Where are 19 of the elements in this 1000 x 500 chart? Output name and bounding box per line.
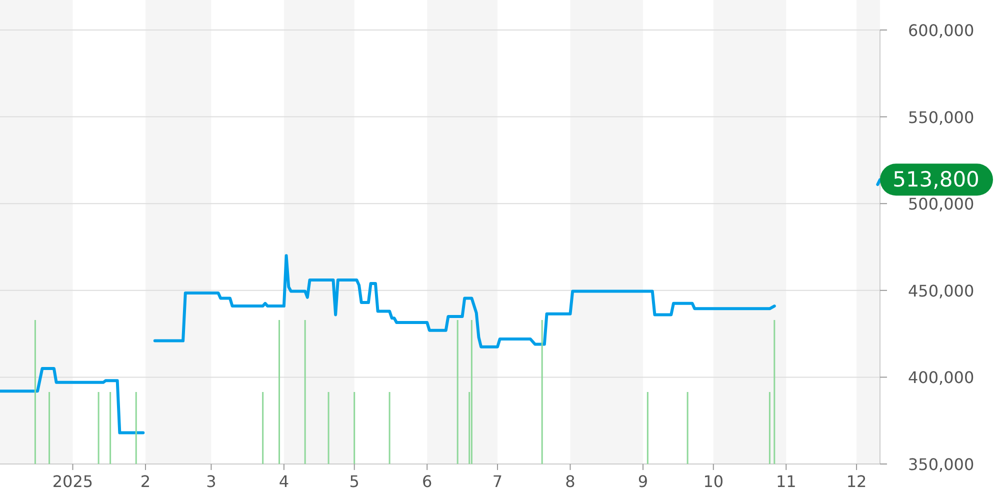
y-tick-label: 550,000 (908, 108, 974, 127)
x-tick-label: 2 (140, 472, 151, 491)
annotation: 513,800 (892, 168, 980, 192)
x-tick-label: 12 (846, 472, 867, 491)
x-tick-label: 7 (492, 472, 503, 491)
y-tick-label: 450,000 (908, 281, 974, 300)
x-tick-label: 10 (703, 472, 724, 491)
x-tick-label: 2025 (52, 472, 94, 491)
y-tick-label: 400,000 (908, 368, 974, 388)
y-tick-label: 600,000 (908, 21, 974, 40)
y-tick-label: 350,000 (908, 455, 974, 474)
x-tick-label: 6 (422, 472, 432, 491)
x-tick-label: 5 (349, 472, 360, 491)
x-tick-label: 11 (776, 472, 796, 491)
x-tick-label: 3 (206, 472, 216, 491)
x-tick-label: 4 (278, 472, 290, 491)
x-tick-label: 9 (638, 472, 648, 491)
y-tick-label: 500,000 (908, 194, 974, 214)
x-tick-label: 8 (565, 472, 576, 491)
